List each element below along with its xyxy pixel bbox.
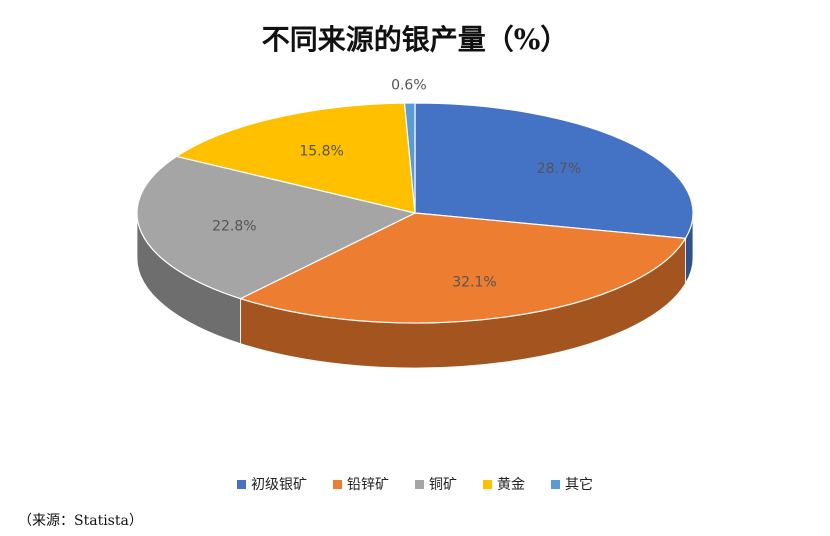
pie-chart: 28.7% 32.1% 22.8% 15.8% 0.6% — [136, 77, 694, 369]
legend-label: 其它 — [565, 477, 593, 493]
pie-slice-other — [403, 102, 416, 214]
chart-title: 不同来源的银产量（%） — [261, 23, 569, 56]
legend-label: 铜矿 — [429, 477, 457, 493]
legend-swatch — [333, 479, 342, 489]
legend-label: 铅锌矿 — [347, 477, 389, 493]
legend-label: 初级银矿 — [251, 477, 307, 493]
legend-item-primary-silver: 初级银矿 — [237, 474, 307, 494]
legend-item-gold: 黄金 — [483, 474, 525, 494]
legend-swatch — [551, 479, 560, 489]
legend-label: 黄金 — [497, 477, 525, 493]
data-label-other: 0.6% — [391, 77, 427, 93]
pie-slice-copper — [136, 155, 417, 300]
legend-swatch — [483, 479, 492, 489]
legend-item-lead-zinc: 铅锌矿 — [333, 474, 389, 494]
data-label-primary-silver: 28.7% — [537, 161, 581, 177]
pie-slice-gold — [175, 102, 416, 214]
legend: 初级银矿 铅锌矿 铜矿 黄金 其它 — [0, 474, 830, 494]
data-label-gold: 15.8% — [299, 144, 343, 160]
legend-item-other: 其它 — [551, 474, 593, 494]
data-label-copper: 22.8% — [212, 219, 256, 235]
source-note: （来源：Statista） — [18, 513, 143, 529]
legend-swatch — [415, 479, 424, 489]
legend-swatch — [237, 479, 246, 489]
pie-slice-lead-zinc — [238, 212, 687, 324]
pie-slice-primary-silver — [414, 102, 694, 239]
data-label-lead-zinc: 32.1% — [452, 275, 496, 291]
legend-item-copper: 铜矿 — [415, 474, 457, 494]
